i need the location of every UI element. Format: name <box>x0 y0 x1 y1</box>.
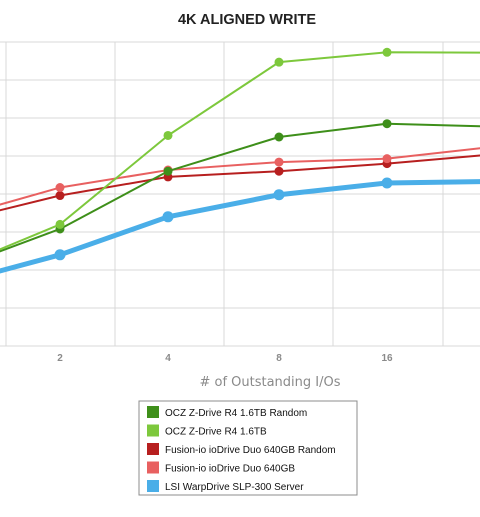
legend-label: Fusion-io ioDrive Duo 640GB <box>165 464 295 475</box>
data-point <box>163 130 173 140</box>
data-point <box>382 119 392 129</box>
data-point <box>274 132 284 142</box>
data-point <box>274 57 284 67</box>
series-3 <box>0 154 480 212</box>
data-point <box>273 189 285 201</box>
legend-item: Fusion-io ioDrive Duo 640GB Random <box>147 443 336 456</box>
series-line <box>0 154 480 212</box>
legend-item: Fusion-io ioDrive Duo 640GB <box>147 461 295 475</box>
series-2 <box>0 47 480 251</box>
data-point <box>274 166 284 176</box>
x-tick-label: 8 <box>276 353 282 364</box>
data-point <box>163 166 173 176</box>
legend: OCZ Z-Drive R4 1.6TB Random OCZ Z-Drive R… <box>138 400 358 496</box>
legend-box <box>138 400 358 496</box>
legend-item: OCZ Z-Drive R4 1.6TB Random <box>147 406 307 419</box>
legend-label: OCZ Z-Drive R4 1.6TB Random <box>165 408 307 419</box>
series-line <box>0 122 480 253</box>
grid <box>0 41 480 347</box>
series-line <box>0 51 480 251</box>
data-point <box>55 219 65 229</box>
x-tick-label: 2 <box>57 353 63 364</box>
x-axis-title: # of Outstanding I/Os <box>199 375 340 390</box>
data-point <box>274 157 284 167</box>
legend-label: Fusion-io ioDrive Duo 640GB Random <box>165 445 336 456</box>
legend-item: OCZ Z-Drive R4 1.6TB <box>147 424 267 438</box>
data-point <box>162 211 174 223</box>
legend-label: LSI WarpDrive SLP-300 Server <box>165 482 304 493</box>
series-5 <box>0 177 480 274</box>
legend-label: OCZ Z-Drive R4 1.6TB <box>165 427 267 438</box>
legend-swatch <box>147 424 159 437</box>
chart-title: 4K ALIGNED WRITE <box>178 12 316 28</box>
data-point <box>55 183 65 193</box>
data-point <box>381 177 393 189</box>
series-line <box>0 147 480 206</box>
legend-swatch <box>147 443 159 455</box>
data-point <box>55 191 65 201</box>
x-tick-label: 4 <box>165 353 171 364</box>
x-tick-label: 16 <box>381 353 393 364</box>
data-point <box>382 47 392 57</box>
plot-area <box>0 47 480 274</box>
legend-swatch <box>147 480 159 492</box>
data-point <box>382 154 392 164</box>
legend-item: LSI WarpDrive SLP-300 Server <box>147 480 304 493</box>
data-point <box>54 249 66 261</box>
legend-swatch <box>147 406 159 418</box>
legend-swatch <box>147 461 159 474</box>
series-line <box>0 179 480 274</box>
x-axis-ticks: 2 4 8 16 <box>57 353 393 364</box>
